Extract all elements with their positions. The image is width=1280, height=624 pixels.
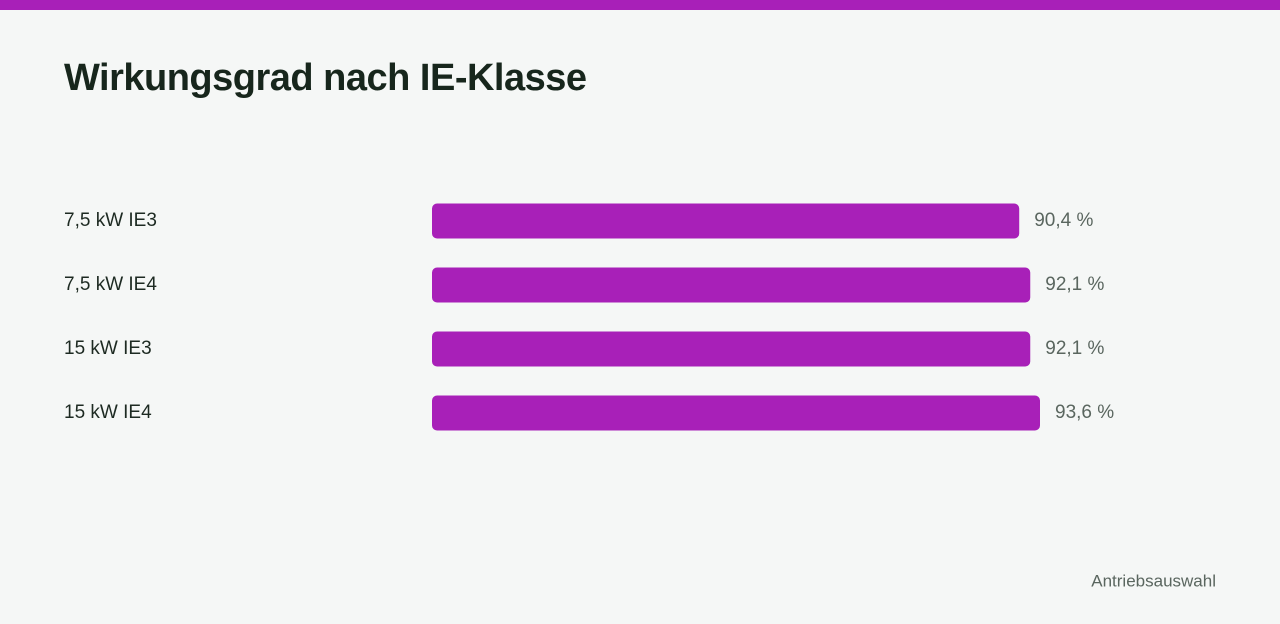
bar [432, 395, 1040, 431]
footer: Antriebsauswahl [1091, 571, 1216, 590]
bar [432, 267, 1031, 303]
category-label: 7,5 kW IE4 [64, 274, 157, 295]
value-label: 93,6 % [1055, 402, 1114, 423]
category-label: 15 kW IE3 [64, 338, 152, 359]
value-label: 92,1 % [1045, 274, 1104, 295]
bar [432, 203, 1020, 239]
chart-title: Wirkungsgrad nach IE-Klasse [64, 57, 587, 99]
category-label: 15 kW IE4 [64, 402, 152, 423]
bar [432, 331, 1031, 367]
value-label: 92,1 % [1045, 338, 1104, 359]
value-label: 90,4 % [1034, 210, 1093, 231]
top-accent-bar [0, 0, 1280, 10]
category-label: 7,5 kW IE3 [64, 210, 157, 231]
